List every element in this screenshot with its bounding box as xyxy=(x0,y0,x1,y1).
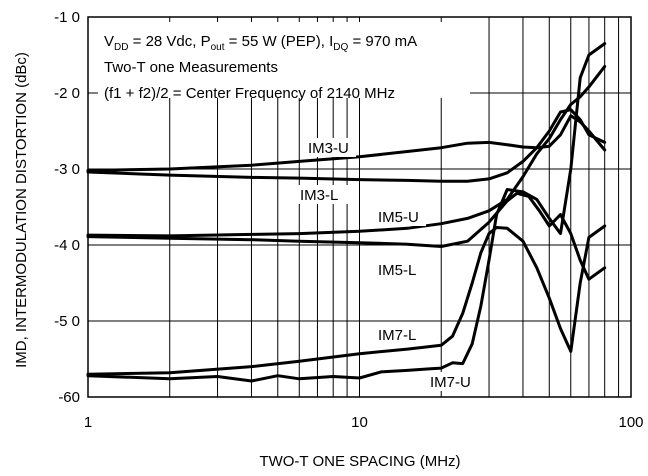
x-tick-label: 1 xyxy=(84,414,92,431)
y-tick-label: -2 0 xyxy=(54,85,80,102)
series-line-im5-u xyxy=(86,64,607,238)
tick-labels: 1 10 100 -1 0 -2 0 -3 0 -4 0 -5 0 -60 xyxy=(54,9,643,431)
annotation-conditions: VDD = 28 Vdc, Pout = 55 W (PEP), IDQ = 9… xyxy=(104,33,417,53)
series-label-background xyxy=(375,260,426,279)
series-label-im3-u: IM3-U xyxy=(308,140,349,157)
y-tick-label: -60 xyxy=(58,389,80,406)
series-line-im5-l xyxy=(86,191,607,281)
series-line-im3-l xyxy=(86,108,607,183)
x-tick-label: 100 xyxy=(618,414,643,431)
series-label-im7-l: IM7-L xyxy=(378,327,416,344)
x-tick-label: 10 xyxy=(351,414,368,431)
x-axis-title: TWO-T ONE SPACING (MHz) xyxy=(259,453,460,470)
plot-frame xyxy=(87,16,632,398)
series-lines xyxy=(86,42,607,383)
series-line-im7-u xyxy=(86,42,607,383)
annotation-measurement-type: Two-T one Measurements xyxy=(104,59,278,76)
series-labels: IM3-U IM3-L IM5-U IM5-L IM7-L IM7-U xyxy=(297,138,478,391)
y-tick-label: -5 0 xyxy=(54,313,80,330)
y-tick-label: -3 0 xyxy=(54,161,80,178)
series-label-background xyxy=(427,372,478,391)
series-label-im3-l: IM3-L xyxy=(300,187,338,204)
y-axis-title: IMD, INTERMODULATION DISTORTION (dBc) xyxy=(13,52,30,368)
series-label-background xyxy=(375,207,426,226)
series-label-background xyxy=(305,138,356,157)
annotation-center-frequency: (f1 + f2)/2 = Center Frequency of 2140 M… xyxy=(104,85,395,102)
series-label-im5-l: IM5-L xyxy=(378,262,416,279)
series-label-im7-u: IM7-U xyxy=(430,374,471,391)
series-line-im7-l xyxy=(86,224,607,376)
annotation-background xyxy=(98,22,470,98)
y-tick-label: -4 0 xyxy=(54,237,80,254)
series-label-im5-u: IM5-U xyxy=(378,209,419,226)
series-line-im3-u xyxy=(86,114,607,172)
series-label-background xyxy=(297,185,348,204)
series-label-background xyxy=(375,325,426,344)
y-tick-label: -1 0 xyxy=(54,9,80,26)
